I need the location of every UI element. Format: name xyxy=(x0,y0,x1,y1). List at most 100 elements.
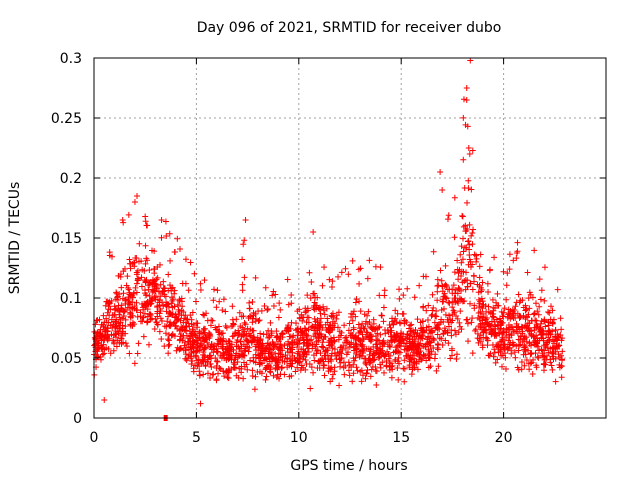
data-point xyxy=(346,320,353,327)
data-point xyxy=(248,339,255,346)
data-point xyxy=(480,329,487,336)
data-point xyxy=(163,308,170,315)
data-point xyxy=(491,325,498,332)
data-point xyxy=(362,375,369,382)
data-point xyxy=(164,318,171,325)
data-point xyxy=(252,318,259,325)
data-point xyxy=(269,292,276,299)
data-point xyxy=(463,227,470,234)
data-point xyxy=(492,359,499,366)
data-point xyxy=(419,318,426,325)
data-point xyxy=(345,271,352,278)
data-point xyxy=(434,341,441,348)
data-point xyxy=(323,305,330,312)
data-point xyxy=(168,285,175,292)
data-point xyxy=(302,305,309,312)
data-point xyxy=(333,315,340,322)
data-point xyxy=(531,327,538,334)
data-point xyxy=(311,357,318,364)
data-point xyxy=(222,323,229,330)
data-point xyxy=(458,259,465,266)
data-point xyxy=(460,114,467,121)
data-point xyxy=(287,360,294,367)
data-point xyxy=(270,303,277,310)
data-point xyxy=(166,310,173,317)
data-point xyxy=(514,324,521,331)
data-point xyxy=(207,374,214,381)
data-point xyxy=(523,325,530,332)
data-point xyxy=(377,331,384,338)
data-point xyxy=(322,333,329,340)
data-point xyxy=(396,349,403,356)
data-point xyxy=(251,386,258,393)
data-point xyxy=(268,328,275,335)
data-point xyxy=(352,334,359,341)
data-point xyxy=(264,364,271,371)
data-point xyxy=(527,360,534,367)
data-point xyxy=(376,353,383,360)
data-point xyxy=(203,334,210,341)
data-point xyxy=(225,365,232,372)
data-point xyxy=(239,281,246,288)
data-point xyxy=(463,269,470,276)
data-point xyxy=(430,335,437,342)
data-point xyxy=(316,331,323,338)
data-point xyxy=(140,333,147,340)
data-point xyxy=(513,249,520,256)
data-point xyxy=(111,323,118,330)
data-point xyxy=(415,346,422,353)
data-point xyxy=(425,346,432,353)
data-point xyxy=(284,364,291,371)
data-point xyxy=(187,353,194,360)
data-point xyxy=(469,350,476,357)
data-point xyxy=(315,305,322,312)
data-point xyxy=(451,194,458,201)
data-point xyxy=(273,374,280,381)
data-point xyxy=(122,323,129,330)
y-tick-label: 0.25 xyxy=(51,111,82,127)
data-point xyxy=(368,366,375,373)
data-point xyxy=(338,269,345,276)
data-point xyxy=(163,323,170,330)
data-point xyxy=(120,308,127,315)
data-point xyxy=(406,332,413,339)
data-point xyxy=(512,303,519,310)
data-point xyxy=(294,341,301,348)
data-point xyxy=(144,306,151,313)
data-point xyxy=(92,321,99,328)
y-tick-label: 0 xyxy=(73,411,82,427)
data-point xyxy=(359,372,366,379)
data-point xyxy=(482,316,489,323)
data-point xyxy=(146,266,153,273)
data-point xyxy=(465,338,472,345)
data-point xyxy=(279,330,286,337)
data-point xyxy=(270,342,277,349)
data-point xyxy=(238,369,245,376)
data-point xyxy=(286,341,293,348)
data-point xyxy=(193,348,200,355)
data-point xyxy=(294,332,301,339)
data-point xyxy=(106,299,113,306)
data-point xyxy=(149,295,156,302)
data-point xyxy=(157,281,164,288)
data-point xyxy=(501,341,508,348)
data-point xyxy=(95,339,102,346)
data-point xyxy=(182,347,189,354)
data-point xyxy=(312,302,319,309)
data-point xyxy=(375,355,382,362)
data-point xyxy=(376,323,383,330)
data-point xyxy=(460,248,467,255)
data-point xyxy=(214,287,221,294)
data-point xyxy=(466,256,473,263)
data-point xyxy=(465,177,472,184)
data-point xyxy=(479,279,486,286)
data-point xyxy=(224,368,231,375)
data-point xyxy=(197,400,204,407)
data-point xyxy=(246,305,253,312)
data-point xyxy=(209,371,216,378)
data-point xyxy=(317,315,324,322)
data-point xyxy=(122,296,129,303)
data-point xyxy=(318,343,325,350)
data-point xyxy=(440,318,447,325)
data-point xyxy=(449,347,456,354)
